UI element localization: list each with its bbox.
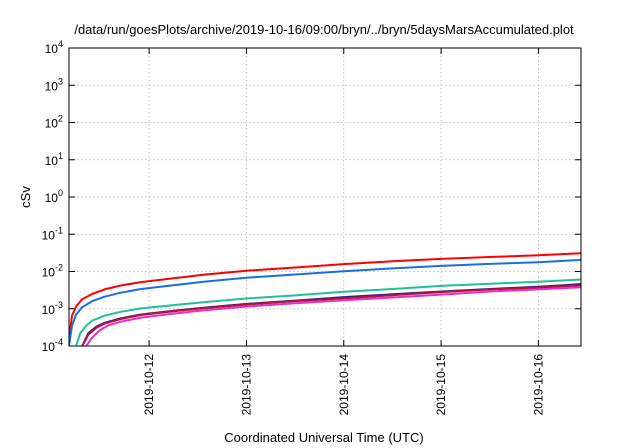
series-line-1 <box>69 252 581 340</box>
y-tick-label: 10-2 <box>42 263 63 280</box>
y-tick-label: 10-1 <box>42 225 63 242</box>
y-tick-label: 101 <box>45 151 63 168</box>
y-tick-label: 10-3 <box>42 300 63 317</box>
y-axis-label: cSv <box>18 186 33 208</box>
series-line-6 <box>85 286 581 346</box>
y-axis: 104 103 102 101 100 10-1 10-2 10-3 10-4 <box>42 39 581 354</box>
y-tick-label: 10-4 <box>42 337 63 354</box>
y-tick-label: 104 <box>45 39 63 56</box>
x-axis: 2019-10-12 2019-10-13 2019-10-14 2019-10-15… <box>142 48 545 415</box>
y-tick-label: 103 <box>45 76 63 93</box>
x-tick-label: 2019-10-13 <box>239 354 253 416</box>
series-layer <box>69 252 581 346</box>
series-line-2 <box>69 258 581 346</box>
x-tick-label: 2019-10-15 <box>434 354 448 416</box>
x-tick-label: 2019-10-16 <box>531 354 545 416</box>
x-tick-label: 2019-10-14 <box>337 354 351 416</box>
chart-title: /data/run/goesPlots/archive/2019-10-16/0… <box>74 22 574 37</box>
plot-grid <box>69 48 581 346</box>
y-tick-label: 102 <box>45 114 63 131</box>
plot-frame <box>68 47 582 347</box>
series-line-3 <box>75 278 581 346</box>
y-tick-label: 100 <box>45 188 63 205</box>
x-tick-label: 2019-10-12 <box>142 354 156 416</box>
series-line-5 <box>81 284 581 346</box>
x-axis-label: Coordinated Universal Time (UTC) <box>224 430 423 445</box>
